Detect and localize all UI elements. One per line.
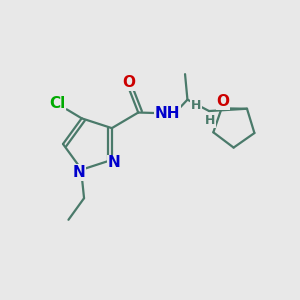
Text: H: H <box>206 114 216 127</box>
Text: NH: NH <box>154 106 180 121</box>
Text: O: O <box>122 75 135 90</box>
Text: N: N <box>108 155 121 170</box>
Text: H: H <box>191 98 201 112</box>
Text: Cl: Cl <box>49 96 65 111</box>
Text: O: O <box>217 94 230 109</box>
Text: N: N <box>73 165 85 180</box>
